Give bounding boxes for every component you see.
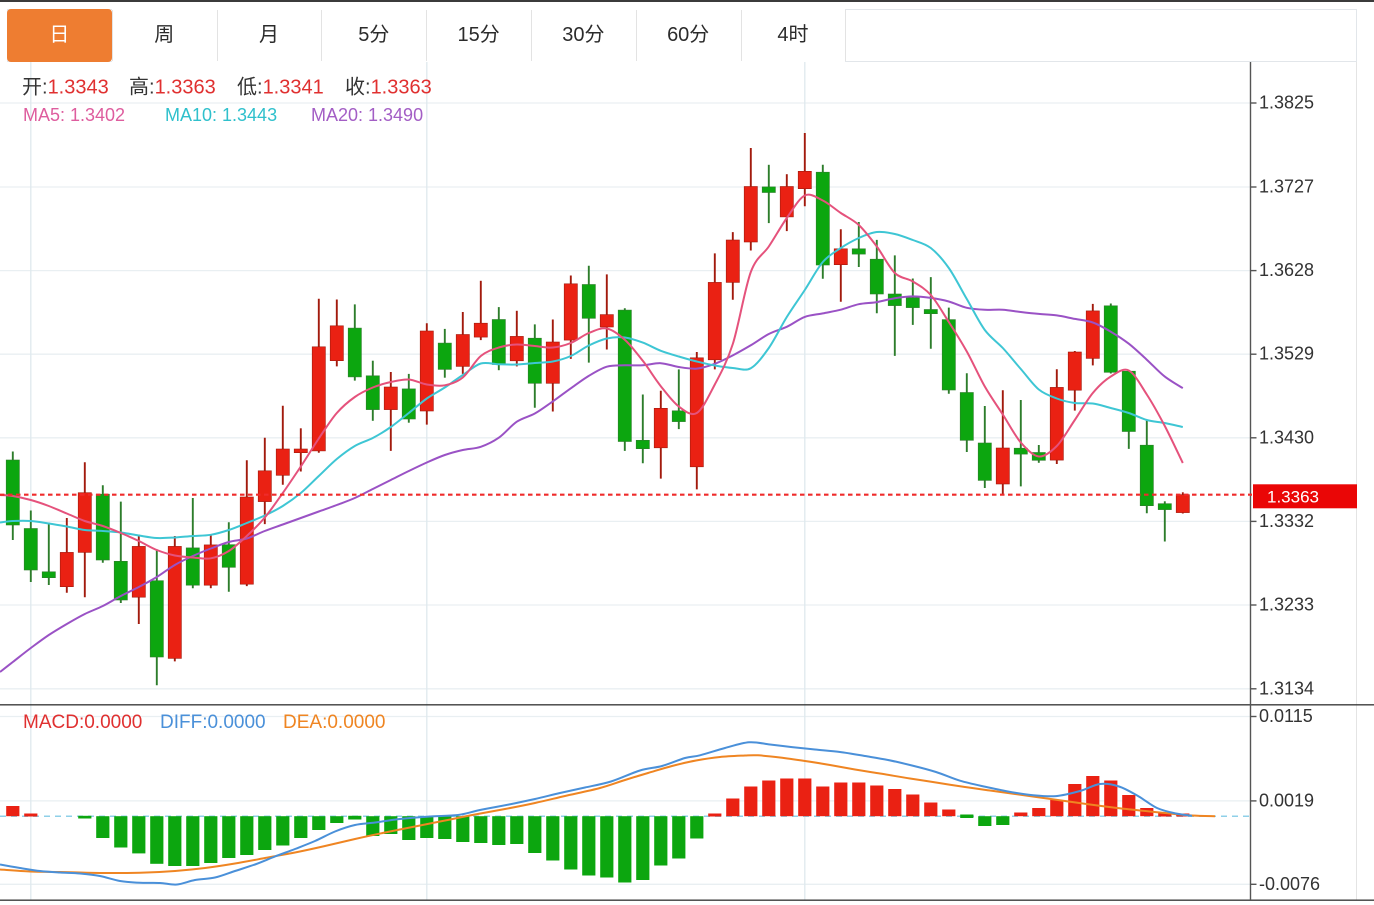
svg-text:0.0115: 0.0115 <box>1259 706 1313 726</box>
svg-text:1.3529: 1.3529 <box>1259 344 1314 364</box>
svg-text:1.3233: 1.3233 <box>1259 595 1314 615</box>
svg-text:0.0019: 0.0019 <box>1259 790 1314 810</box>
svg-text:1.3332: 1.3332 <box>1259 511 1314 531</box>
svg-text:1.3363: 1.3363 <box>1267 488 1319 507</box>
svg-text:1.3727: 1.3727 <box>1259 177 1314 197</box>
svg-text:1.3430: 1.3430 <box>1259 427 1314 447</box>
svg-text:1.3134: 1.3134 <box>1259 678 1314 698</box>
svg-text:1.3825: 1.3825 <box>1259 93 1314 113</box>
svg-text:-0.0076: -0.0076 <box>1259 874 1320 894</box>
svg-text:1.3628: 1.3628 <box>1259 260 1314 280</box>
